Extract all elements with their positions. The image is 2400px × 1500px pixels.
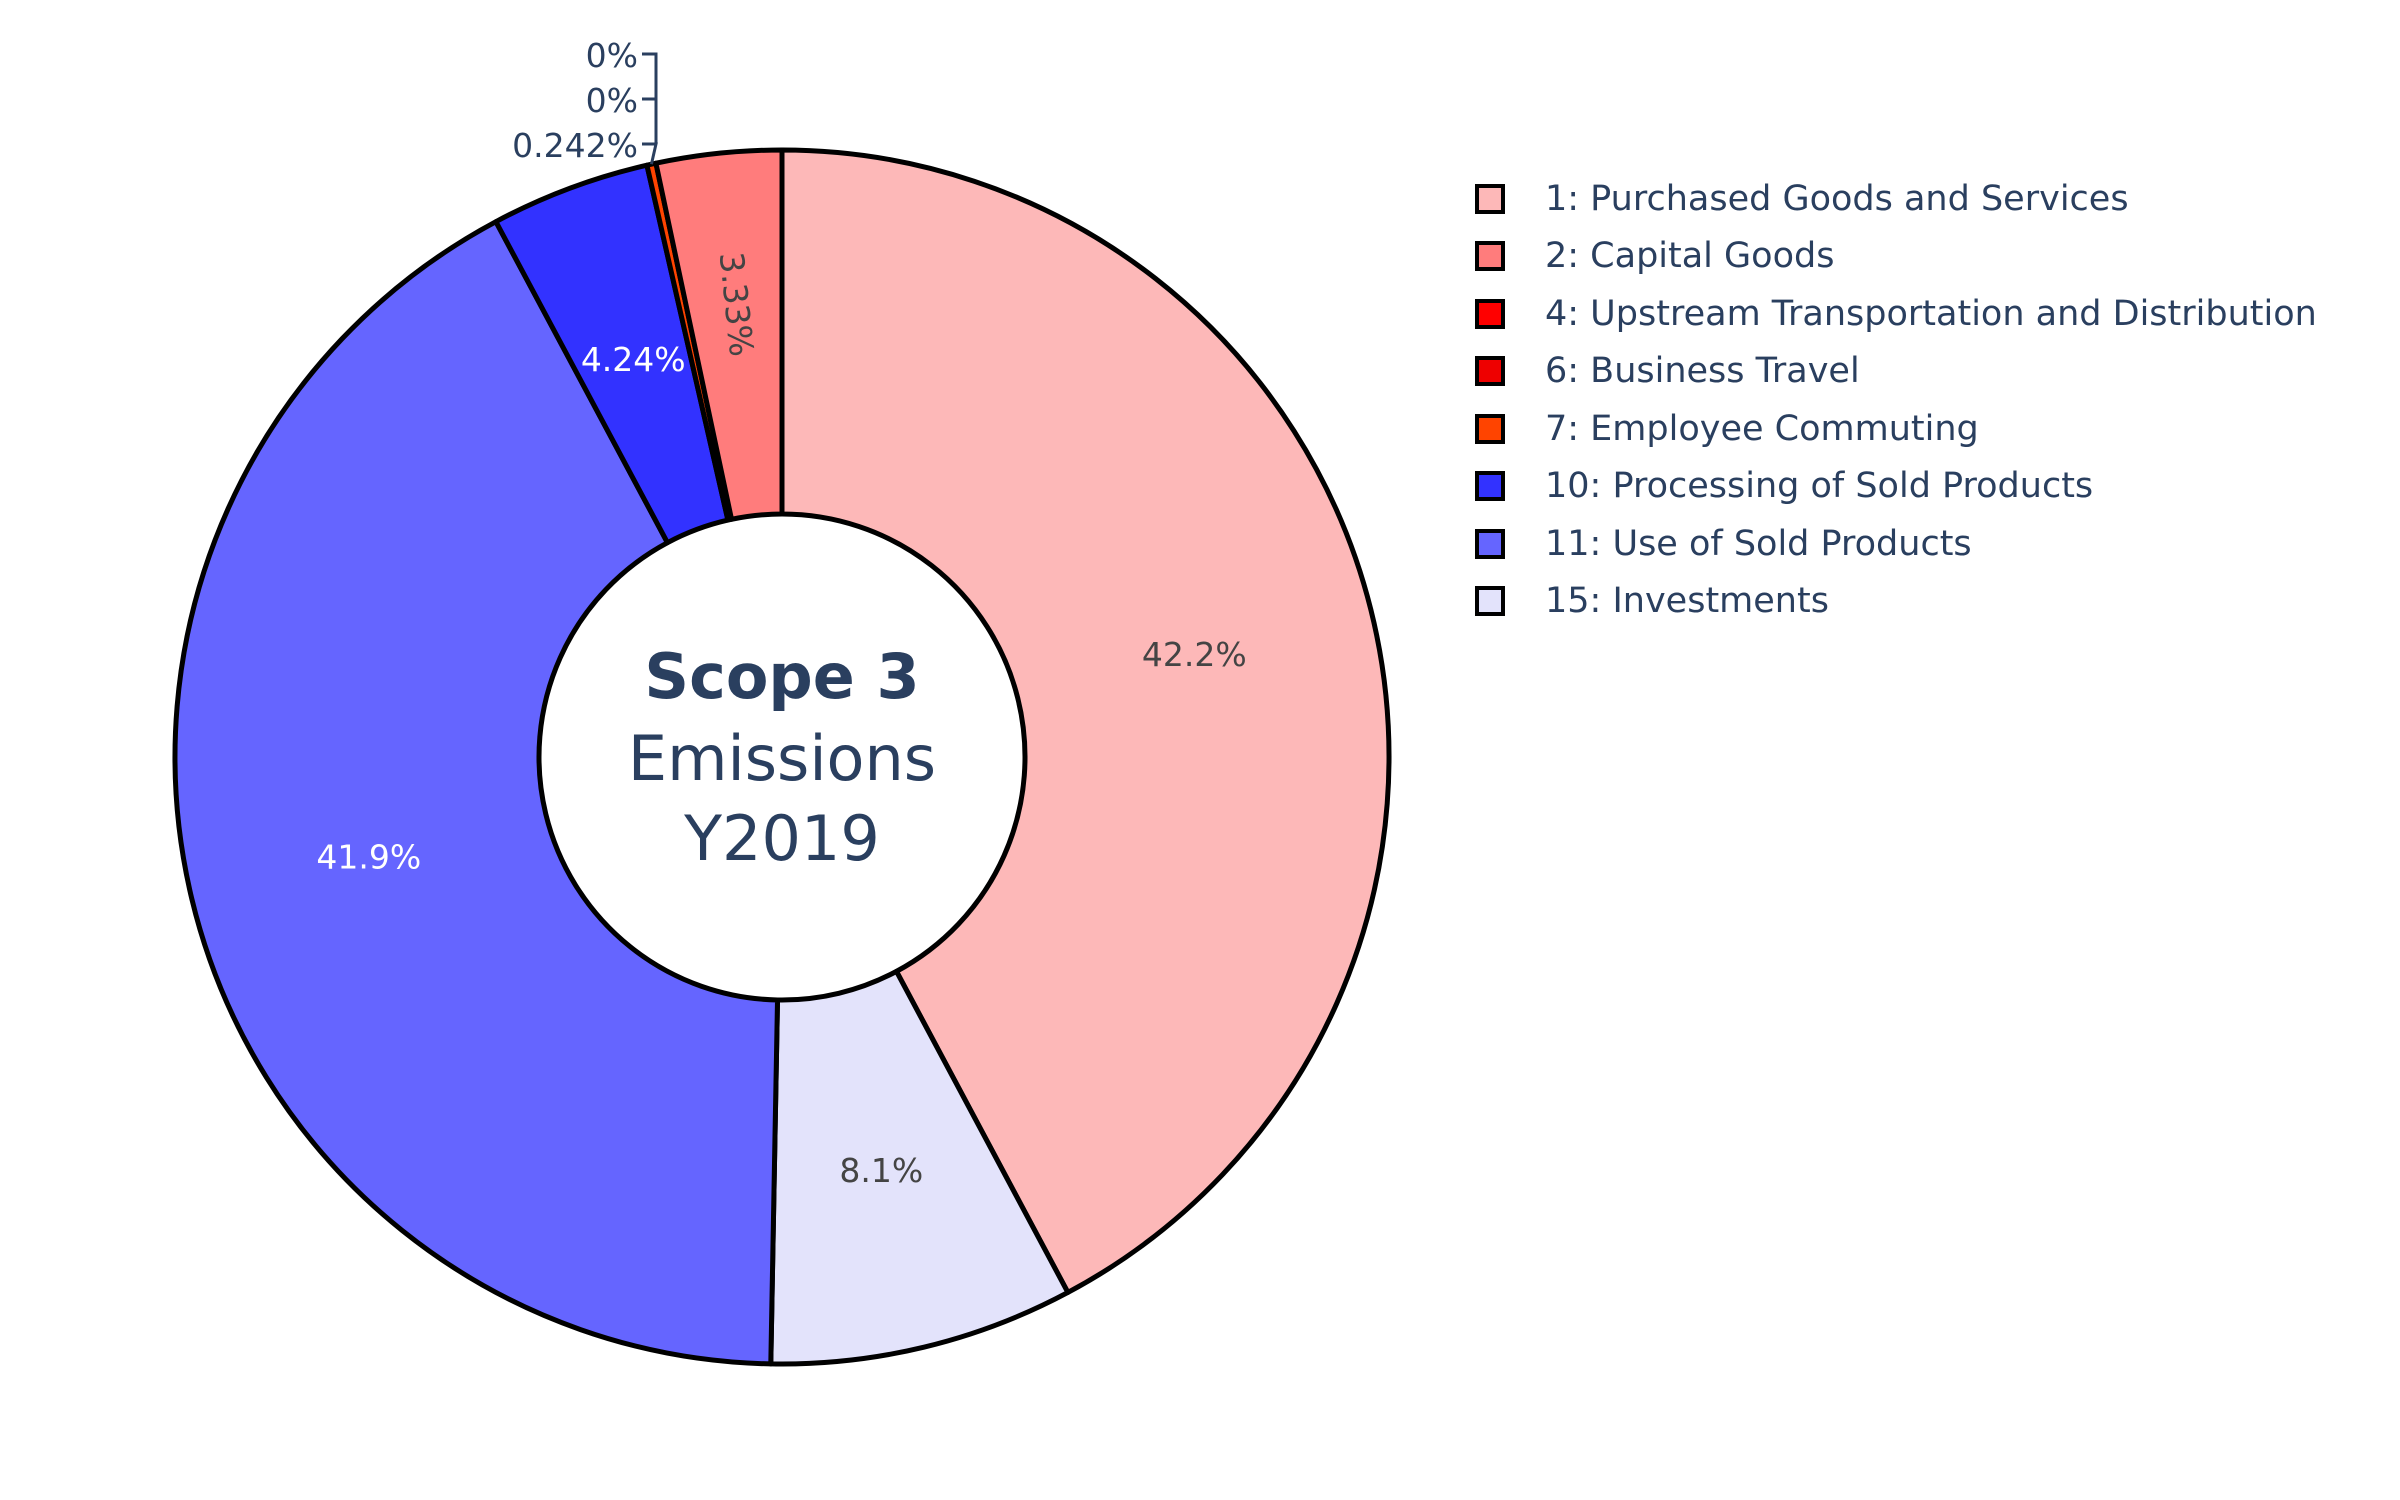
slice-label: 8.1%	[839, 1151, 923, 1190]
legend-item[interactable]: 11: Use of Sold Products	[1475, 515, 2317, 573]
legend-item[interactable]: 2: Capital Goods	[1475, 228, 2317, 286]
legend-item[interactable]: 10: Processing of Sold Products	[1475, 458, 2317, 516]
center-title: Scope 3	[644, 640, 919, 713]
center-text: Scope 3 Emissions Y2019	[628, 640, 936, 875]
legend-label: 7: Employee Commuting	[1545, 408, 1979, 449]
legend-label: 10: Processing of Sold Products	[1545, 466, 2094, 507]
slice-labels: 42.2%8.1%41.9%4.24%3.33%0.242%0%0%	[316, 36, 1246, 1190]
slice-label-outside: 0%	[586, 36, 638, 75]
legend-label: 11: Use of Sold Products	[1545, 523, 1972, 564]
slice-label-outside: 0%	[586, 81, 638, 120]
pie-slice	[768, 968, 1071, 1367]
legend-label: 6: Business Travel	[1545, 351, 1860, 392]
legend-label: 15: Investments	[1545, 581, 1829, 622]
legend-swatch	[1475, 298, 1505, 329]
center-line-year: Y2019	[683, 802, 880, 875]
center-line-emissions: Emissions	[628, 722, 936, 795]
legend-item[interactable]: 7: Employee Commuting	[1475, 400, 2317, 458]
legend-item[interactable]: 4: Upstream Transportation and Distribut…	[1475, 285, 2317, 343]
chart-legend: 1: Purchased Goods and Services 2: Capita…	[1475, 170, 2317, 630]
legend-swatch	[1475, 356, 1505, 387]
legend-item[interactable]: 15: Investments	[1475, 573, 2317, 631]
slice-label-outside: 0.242%	[512, 126, 638, 165]
legend-swatch	[1475, 241, 1505, 272]
legend-label: 1: Purchased Goods and Services	[1545, 178, 2129, 219]
pie-slices	[172, 147, 1392, 1367]
legend-label: 4: Upstream Transportation and Distribut…	[1545, 293, 2317, 334]
pie-slice	[653, 147, 785, 522]
legend-swatch	[1475, 183, 1505, 214]
pie-slice	[172, 219, 781, 1367]
legend-swatch	[1475, 586, 1505, 617]
legend-swatch	[1475, 471, 1505, 502]
slice-label: 4.24%	[581, 340, 686, 379]
legend-item[interactable]: 1: Purchased Goods and Services	[1475, 170, 2317, 228]
legend-item[interactable]: 6: Business Travel	[1475, 343, 2317, 401]
leader-line	[642, 97, 658, 144]
legend-swatch	[1475, 413, 1505, 444]
legend-label: 2: Capital Goods	[1545, 236, 1835, 277]
leader-line	[642, 52, 658, 99]
slice-label: 42.2%	[1142, 635, 1247, 674]
slice-label: 41.9%	[316, 837, 421, 876]
pie-slice	[779, 147, 1392, 1295]
legend-swatch	[1475, 528, 1505, 559]
